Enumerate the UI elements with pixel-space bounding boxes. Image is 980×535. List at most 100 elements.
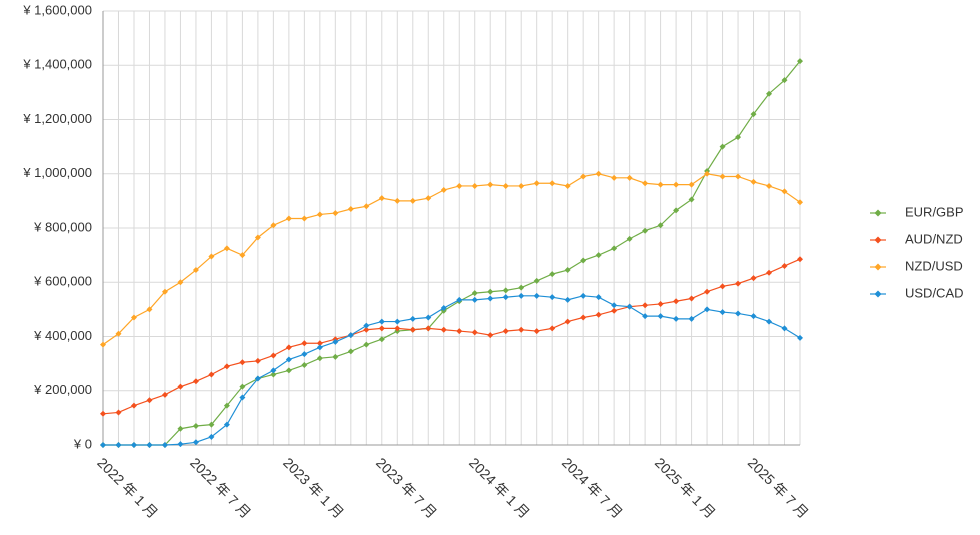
point xyxy=(797,256,803,263)
point xyxy=(580,173,587,180)
point xyxy=(719,173,726,180)
point xyxy=(115,442,122,448)
point xyxy=(285,215,292,222)
point xyxy=(673,315,680,322)
point xyxy=(533,328,540,335)
y-tick-label: ¥ 1,000,000 xyxy=(22,165,92,180)
point xyxy=(750,111,757,118)
point xyxy=(363,322,370,329)
point xyxy=(564,182,571,189)
point xyxy=(378,336,385,343)
point xyxy=(130,402,137,409)
point xyxy=(301,361,308,368)
point xyxy=(208,421,215,428)
x-tick-label: 2025 年 7 月 xyxy=(745,454,812,521)
y-tick-label: ¥ 0 xyxy=(73,436,92,451)
point xyxy=(378,195,385,202)
point xyxy=(301,340,308,347)
point xyxy=(626,303,633,310)
point xyxy=(518,292,525,299)
point xyxy=(797,58,803,65)
point xyxy=(100,341,106,348)
point xyxy=(642,302,649,309)
point xyxy=(688,295,695,302)
point xyxy=(533,277,540,284)
point xyxy=(177,383,184,390)
point xyxy=(456,296,463,303)
point xyxy=(239,394,246,401)
point xyxy=(487,332,494,339)
point xyxy=(611,302,618,309)
point xyxy=(673,207,680,214)
point xyxy=(254,357,261,364)
point xyxy=(332,210,339,217)
point xyxy=(502,328,509,335)
point xyxy=(285,356,292,363)
point xyxy=(223,245,230,252)
point xyxy=(688,196,695,203)
point xyxy=(146,397,153,404)
point xyxy=(735,134,742,141)
point xyxy=(719,309,726,316)
point xyxy=(115,409,122,416)
point xyxy=(347,206,354,213)
point xyxy=(549,180,556,187)
point xyxy=(704,306,711,313)
point xyxy=(611,174,618,181)
point xyxy=(797,199,803,206)
y-tick-label: ¥ 200,000 xyxy=(33,382,92,397)
y-tick-label: ¥ 1,200,000 xyxy=(22,111,92,126)
point xyxy=(270,367,277,374)
point xyxy=(704,170,711,177)
point xyxy=(781,262,788,269)
point xyxy=(580,292,587,299)
point xyxy=(223,421,230,428)
point xyxy=(595,294,602,301)
point xyxy=(456,328,463,335)
point xyxy=(316,355,323,362)
point xyxy=(409,326,416,333)
point xyxy=(425,195,432,202)
point xyxy=(316,340,323,347)
point xyxy=(611,307,618,314)
point xyxy=(704,288,711,295)
point xyxy=(425,325,432,332)
point xyxy=(192,378,199,385)
point xyxy=(673,298,680,305)
x-tick-label: 2022 年 1 月 xyxy=(94,454,161,521)
point xyxy=(394,197,401,204)
point xyxy=(657,300,664,307)
point xyxy=(161,442,168,448)
point xyxy=(177,425,184,432)
point xyxy=(595,252,602,259)
point xyxy=(735,280,742,287)
legend-label: USD/CAD xyxy=(905,285,964,300)
point xyxy=(502,182,509,189)
point xyxy=(549,325,556,332)
x-tick-label: 2024 年 7 月 xyxy=(559,454,626,521)
series-line xyxy=(102,173,801,346)
legend-label: AUD/NZD xyxy=(905,231,963,246)
point xyxy=(254,375,261,382)
point xyxy=(518,284,525,291)
point xyxy=(487,295,494,302)
point xyxy=(657,181,664,188)
point xyxy=(518,182,525,189)
point xyxy=(781,77,788,84)
point xyxy=(316,344,323,351)
point xyxy=(642,180,649,187)
point xyxy=(580,257,587,264)
x-tick-label: 2022 年 7 月 xyxy=(187,454,254,521)
point xyxy=(642,313,649,320)
point xyxy=(595,170,602,177)
series-line xyxy=(103,60,801,446)
x-tick-label: 2023 年 1 月 xyxy=(280,454,347,521)
point xyxy=(223,363,230,370)
point xyxy=(223,402,230,409)
point xyxy=(301,215,308,222)
point xyxy=(146,442,153,448)
point xyxy=(440,187,447,194)
point xyxy=(409,315,416,322)
